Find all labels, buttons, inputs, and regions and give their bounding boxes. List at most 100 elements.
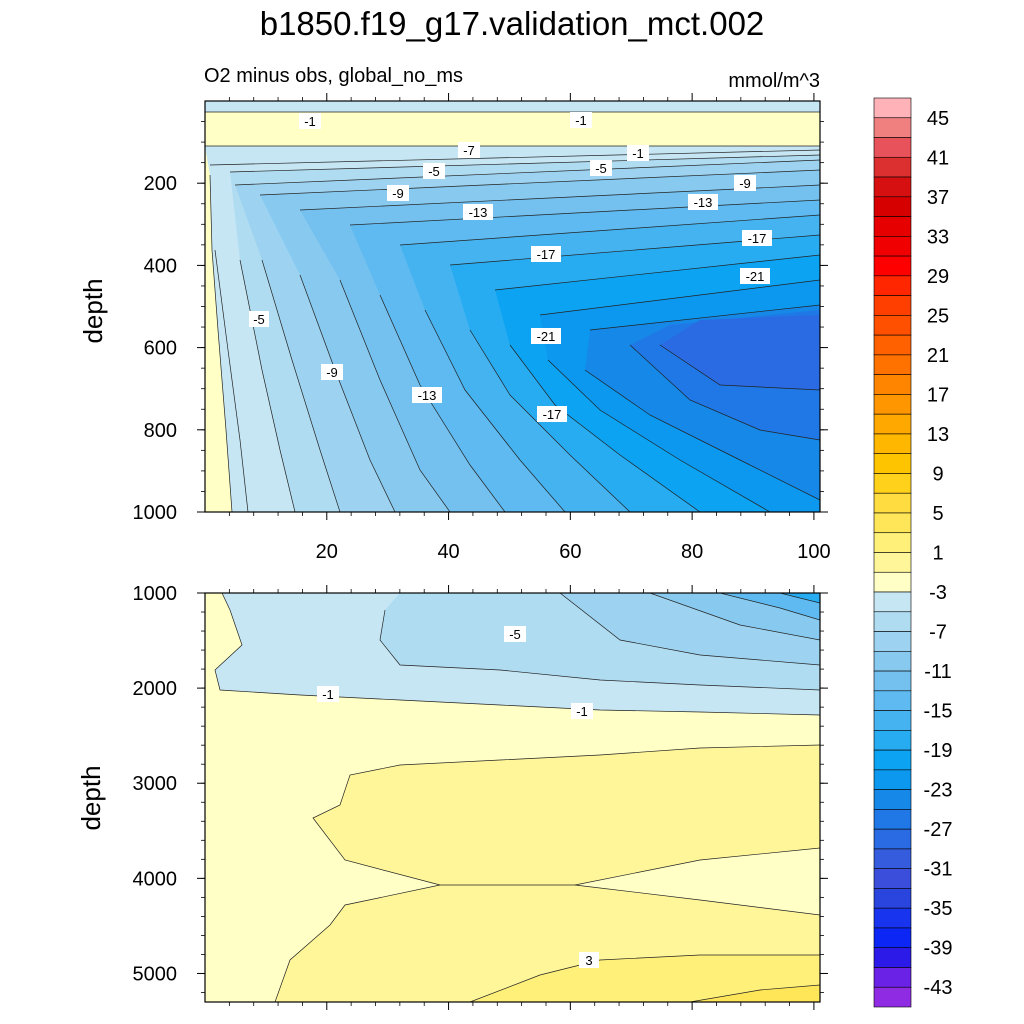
y-tick-label: 4000 <box>133 868 178 890</box>
contour-label: -5 <box>249 311 269 327</box>
colorbar-swatch <box>873 275 912 296</box>
colorbar-label: 37 <box>927 187 949 209</box>
colorbar-label: -35 <box>924 898 953 920</box>
contour-label: -9 <box>387 185 409 201</box>
colorbar-label: -39 <box>924 938 953 960</box>
lower-x-ticks <box>228 585 815 1010</box>
chart-title: b1850.f19_g17.validation_mct.002 <box>260 5 765 42</box>
colorbar-swatch <box>873 907 912 929</box>
colorbar-swatch <box>873 947 912 968</box>
colorbar-swatch <box>873 986 912 1008</box>
svg-text:-1: -1 <box>632 146 644 161</box>
colorbar-swatch <box>873 730 912 751</box>
colorbar-label: 17 <box>927 384 949 406</box>
svg-text:-17: -17 <box>543 407 562 422</box>
colorbar-label: 25 <box>927 305 949 327</box>
colorbar-label: -31 <box>924 859 953 881</box>
y-tick-label: 1000 <box>133 583 178 605</box>
y-tick-label: 400 <box>144 255 177 277</box>
contour-label: 3 <box>579 952 599 968</box>
colorbar-label: 5 <box>932 503 943 525</box>
contour-label: -1 <box>299 113 321 129</box>
y-tick-label: 600 <box>144 338 177 360</box>
y-tick-label: 2000 <box>133 678 178 700</box>
contour-label: -1 <box>571 703 593 719</box>
colorbar-swatch <box>873 334 912 356</box>
colorbar-swatch <box>873 789 912 810</box>
svg-text:-17: -17 <box>537 247 556 262</box>
colorbar-swatch <box>873 710 912 731</box>
svg-text:-17: -17 <box>748 231 767 246</box>
y-tick-label: 800 <box>144 420 177 442</box>
contour-label: -1 <box>627 145 649 161</box>
colorbar-swatch <box>873 611 912 632</box>
lower-y-ticks: 1000 2000 3000 4000 5000 <box>133 583 828 993</box>
svg-text:3: 3 <box>585 953 592 968</box>
colorbar-swatch <box>873 137 912 158</box>
colorbar-swatch <box>873 512 912 534</box>
colorbar-labels: 45 41 37 33 29 25 21 17 13 9 5 1 -3 -7 -11 -15 -19 -23 -27… <box>924 108 953 999</box>
x-tick-label: 40 <box>437 541 459 563</box>
y-tick-label: 1000 <box>133 502 178 524</box>
colorbar-swatch <box>873 552 912 573</box>
colorbar-swatches <box>873 97 912 1008</box>
colorbar-label: -43 <box>924 977 953 999</box>
contour-label: -5 <box>504 626 526 642</box>
upper-y-ticks: 200 400 600 800 1000 <box>133 121 828 524</box>
colorbar-label: 45 <box>927 108 949 130</box>
colorbar-label: -19 <box>924 740 953 762</box>
colorbar-swatch <box>873 255 912 277</box>
contour-label: -9 <box>321 364 343 380</box>
colorbar-swatch <box>873 216 912 237</box>
upper-contour-fill <box>205 101 820 512</box>
svg-text:-1: -1 <box>575 113 587 128</box>
colorbar-label: 13 <box>927 424 949 446</box>
colorbar-swatch <box>873 196 912 217</box>
colorbar-label: -11 <box>924 661 951 683</box>
colorbar-swatch <box>873 532 912 553</box>
colorbar-swatch <box>873 394 912 415</box>
svg-text:-5: -5 <box>509 627 521 642</box>
lower-y-axis-label: depth <box>76 765 106 830</box>
colorbar-label: -27 <box>924 819 953 841</box>
colorbar-swatch <box>873 769 912 790</box>
colorbar-swatch <box>873 315 912 336</box>
colorbar-label: 29 <box>927 266 949 288</box>
colorbar-swatch <box>873 295 912 316</box>
colorbar-swatch <box>873 670 912 692</box>
colorbar-swatch <box>873 156 912 178</box>
colorbar-label: 9 <box>932 463 943 485</box>
colorbar-swatch <box>873 868 912 889</box>
contour-label: -5 <box>590 160 612 176</box>
svg-text:-5: -5 <box>428 164 440 179</box>
svg-text:-9: -9 <box>326 365 338 380</box>
svg-text:-9: -9 <box>739 176 751 191</box>
x-tick-label: 60 <box>559 541 581 563</box>
colorbar-swatch <box>873 749 912 771</box>
colorbar-swatch <box>873 354 912 375</box>
svg-text:-21: -21 <box>746 269 765 284</box>
y-tick-label: 200 <box>144 173 177 195</box>
contour-label: -1 <box>317 686 339 702</box>
colorbar-swatch <box>873 97 912 119</box>
svg-text:-5: -5 <box>253 312 265 327</box>
colorbar-label: -15 <box>924 701 953 723</box>
svg-text:-7: -7 <box>463 143 475 158</box>
svg-text:-1: -1 <box>576 704 588 719</box>
colorbar-label: -3 <box>929 582 947 604</box>
lower-contour-labels: -5 -1 -1 3 <box>317 626 599 968</box>
contour-label: -17 <box>531 246 561 262</box>
upper-panel: -1 -1 -1 -7 -5 -5 -9 -9 -13 -13 -17 -17 … <box>78 93 831 563</box>
upper-contour-labels: -1 -1 -1 -7 -5 -5 -9 -9 -13 -13 -17 -17 … <box>249 112 772 422</box>
colorbar-swatch <box>873 453 912 474</box>
colorbar: 45 41 37 33 29 25 21 17 13 9 5 1 -3 -7 -11 -15 -19 -23 -27… <box>873 97 953 1008</box>
colorbar-label: 41 <box>927 147 949 169</box>
colorbar-swatch <box>873 927 912 949</box>
x-tick-label: 20 <box>316 541 338 563</box>
contour-label: -1 <box>570 112 592 128</box>
lower-plot-frame <box>204 592 821 1003</box>
colorbar-label: -23 <box>924 780 953 802</box>
colorbar-swatch <box>873 374 912 395</box>
colorbar-swatch <box>873 690 912 711</box>
colorbar-swatch <box>873 828 912 850</box>
